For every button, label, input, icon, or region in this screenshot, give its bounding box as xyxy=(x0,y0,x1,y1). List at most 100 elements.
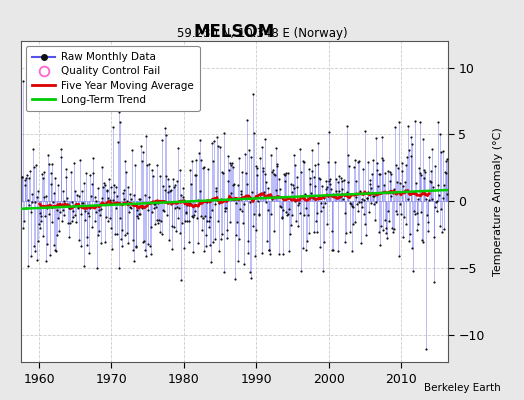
Point xyxy=(169,176,177,182)
Point xyxy=(318,183,326,190)
Point xyxy=(223,234,232,241)
Point xyxy=(202,243,210,249)
Point xyxy=(332,176,341,182)
Point xyxy=(134,214,142,221)
Point xyxy=(175,205,183,211)
Point xyxy=(118,226,126,233)
Point xyxy=(24,263,32,269)
Point xyxy=(29,146,37,152)
Point xyxy=(292,174,301,180)
Point xyxy=(404,196,412,202)
Point xyxy=(142,133,150,140)
Point xyxy=(114,108,123,115)
Point xyxy=(224,153,233,159)
Point xyxy=(117,236,125,242)
Point xyxy=(272,163,281,170)
Point xyxy=(384,208,392,214)
Point xyxy=(360,210,368,217)
Point xyxy=(323,184,332,190)
Point xyxy=(402,221,411,228)
Point xyxy=(205,218,213,224)
Point xyxy=(102,214,110,220)
Point xyxy=(137,142,145,149)
Point xyxy=(425,178,434,184)
Point xyxy=(386,168,394,175)
Point xyxy=(391,124,399,130)
Point xyxy=(112,184,121,190)
Point xyxy=(406,230,414,237)
Point xyxy=(31,248,40,254)
Point xyxy=(204,166,212,172)
Point xyxy=(178,220,186,226)
Point xyxy=(79,199,88,206)
Point xyxy=(62,201,71,208)
Point xyxy=(136,211,145,217)
Point xyxy=(429,184,437,190)
Point xyxy=(367,184,376,191)
Point xyxy=(321,200,329,206)
Point xyxy=(252,162,260,169)
Point xyxy=(392,208,400,214)
Point xyxy=(429,279,438,285)
Point xyxy=(275,251,283,257)
Point xyxy=(179,185,188,191)
Point xyxy=(117,243,126,249)
Point xyxy=(51,175,60,182)
Point xyxy=(341,239,350,245)
Point xyxy=(321,186,330,192)
Point xyxy=(285,248,293,254)
Point xyxy=(344,152,352,158)
Point xyxy=(372,135,380,141)
Point xyxy=(380,182,388,188)
Point xyxy=(171,204,180,211)
Point xyxy=(236,206,244,212)
Point xyxy=(439,148,447,154)
Point xyxy=(148,167,157,174)
Point xyxy=(191,208,199,214)
Point xyxy=(182,209,190,216)
Point xyxy=(158,137,166,143)
Point xyxy=(355,158,364,165)
Point xyxy=(348,248,356,254)
Point xyxy=(200,248,208,254)
Point xyxy=(180,245,189,251)
Point xyxy=(419,238,428,245)
Point xyxy=(55,228,63,234)
Point xyxy=(232,232,240,238)
Point xyxy=(233,258,242,265)
Point xyxy=(311,183,320,190)
Point xyxy=(34,237,42,244)
Point xyxy=(244,238,252,244)
Point xyxy=(207,258,215,265)
Point xyxy=(187,181,195,187)
Point xyxy=(228,182,237,188)
Point xyxy=(424,218,432,225)
Point xyxy=(439,195,447,202)
Point xyxy=(225,166,233,173)
Point xyxy=(176,230,184,236)
Point xyxy=(257,144,266,150)
Point xyxy=(76,157,84,163)
Point xyxy=(163,212,171,218)
Point xyxy=(151,221,160,227)
Point xyxy=(33,257,41,264)
Point xyxy=(415,165,423,171)
Point xyxy=(326,181,335,187)
Point xyxy=(397,160,406,166)
Point xyxy=(69,208,78,214)
Point xyxy=(268,168,277,175)
Point xyxy=(120,187,128,194)
Point xyxy=(160,187,169,194)
Point xyxy=(107,183,116,190)
Point xyxy=(270,227,278,234)
Point xyxy=(284,170,292,176)
Point xyxy=(403,123,412,130)
Point xyxy=(355,199,363,205)
Point xyxy=(83,242,92,248)
Point xyxy=(373,160,381,166)
Point xyxy=(96,206,105,212)
Point xyxy=(119,196,128,202)
Point xyxy=(163,176,172,183)
Point xyxy=(347,200,355,207)
Point xyxy=(139,149,148,155)
